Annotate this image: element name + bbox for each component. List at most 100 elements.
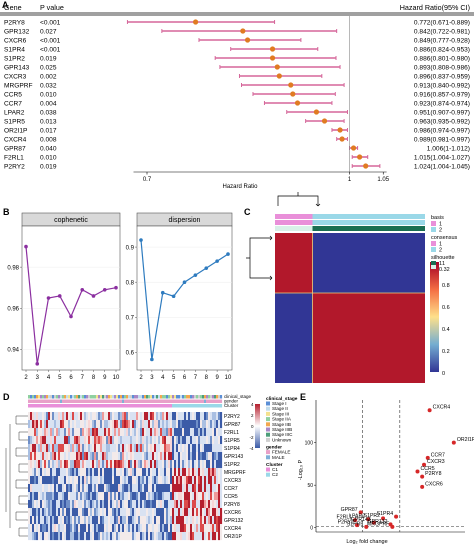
expression-cell <box>166 460 169 469</box>
expression-cell <box>70 508 73 517</box>
colorbar-tick: 0.4 <box>442 327 450 333</box>
expression-cell <box>182 484 185 493</box>
expression-cell <box>72 412 75 421</box>
track-label: clinical_stage <box>224 394 252 399</box>
expression-cell <box>192 444 195 453</box>
expression-cell <box>60 412 63 421</box>
expression-cell <box>84 468 87 477</box>
expression-cell <box>148 444 151 453</box>
expression-cell <box>194 484 197 493</box>
expression-cell <box>36 452 39 461</box>
panel-b-label: B <box>3 207 10 217</box>
expression-cell <box>92 484 95 493</box>
expression-cell <box>200 508 203 517</box>
expression-cell <box>44 508 47 517</box>
expression-cell <box>88 428 91 437</box>
expression-cell <box>170 428 173 437</box>
gender-cell <box>44 399 47 403</box>
expression-cell <box>164 524 167 533</box>
cluster-cell <box>186 404 189 408</box>
volcano-point <box>381 516 386 521</box>
expression-cell <box>104 532 107 541</box>
expression-cell <box>54 508 57 517</box>
expression-cell <box>74 492 77 501</box>
gene-label: CCR5 <box>4 91 22 98</box>
cluster-cell <box>206 404 209 408</box>
expression-cell <box>78 516 81 525</box>
expression-cell <box>80 436 83 445</box>
expression-cell <box>130 460 133 469</box>
expression-cell <box>76 484 79 493</box>
expression-cell <box>94 436 97 445</box>
cluster-cell <box>94 404 97 408</box>
expression-cell <box>154 476 157 485</box>
expression-cell <box>114 412 117 421</box>
expression-cell <box>96 492 99 501</box>
expression-cell <box>178 444 181 453</box>
expression-cell <box>172 492 175 501</box>
expression-cell <box>86 516 89 525</box>
cluster-cell <box>166 404 169 408</box>
expression-cell <box>164 444 167 453</box>
expression-cell <box>162 412 165 421</box>
expression-cell <box>132 460 135 469</box>
hazard-ratio-text: 0.772(0.671-0.889) <box>414 19 470 26</box>
cluster-cell <box>176 404 179 408</box>
expression-cell <box>208 524 211 533</box>
expression-cell <box>210 484 213 493</box>
expression-cell <box>106 452 109 461</box>
expression-cell <box>116 436 119 445</box>
expression-cell <box>124 452 127 461</box>
expression-cell <box>204 436 207 445</box>
stage-cell <box>80 395 83 399</box>
expression-cell <box>28 516 31 525</box>
stage-cell <box>216 395 219 399</box>
expression-cell <box>168 508 171 517</box>
expression-cell <box>160 508 163 517</box>
expression-cell <box>178 516 181 525</box>
expression-cell <box>136 484 139 493</box>
expression-cell <box>110 508 113 517</box>
expression-cell <box>28 420 31 429</box>
expression-cell <box>140 452 143 461</box>
stage-cell <box>168 395 171 399</box>
expression-cell <box>216 516 219 525</box>
cluster-cell <box>124 404 127 408</box>
expression-cell <box>104 420 107 429</box>
expression-cell <box>114 452 117 461</box>
expression-cell <box>112 484 115 493</box>
expression-cell <box>48 492 51 501</box>
expression-cell <box>168 444 171 453</box>
stage-cell <box>50 395 53 399</box>
panel-e-label: E <box>300 392 306 402</box>
volcano-point <box>415 469 420 474</box>
expression-cell <box>88 532 91 541</box>
expression-cell <box>164 452 167 461</box>
gender-cell <box>60 399 63 403</box>
y-tick-label: 0.8 <box>126 280 135 286</box>
stage-cell <box>36 395 39 399</box>
expression-cell <box>210 468 213 477</box>
gender-cell <box>72 399 75 403</box>
y-tick-label: 0.7 <box>126 316 135 322</box>
expression-cell <box>202 452 205 461</box>
expression-cell <box>176 412 179 421</box>
expression-cell <box>158 492 161 501</box>
series-point <box>204 266 209 270</box>
expression-cell <box>166 492 169 501</box>
expression-cell <box>204 492 207 501</box>
expression-cell <box>120 452 123 461</box>
expression-cell <box>180 508 183 517</box>
expression-cell <box>208 420 211 429</box>
expression-cell <box>188 412 191 421</box>
expression-cell <box>62 500 65 509</box>
expression-cell <box>140 500 143 509</box>
expression-cell <box>46 476 49 485</box>
stage-cell <box>58 395 61 399</box>
expression-cell <box>88 452 91 461</box>
expression-cell <box>46 484 49 493</box>
expression-cell <box>190 500 193 509</box>
expression-cell <box>184 412 187 421</box>
stage-cell <box>142 395 145 399</box>
gender-cell <box>48 399 51 403</box>
